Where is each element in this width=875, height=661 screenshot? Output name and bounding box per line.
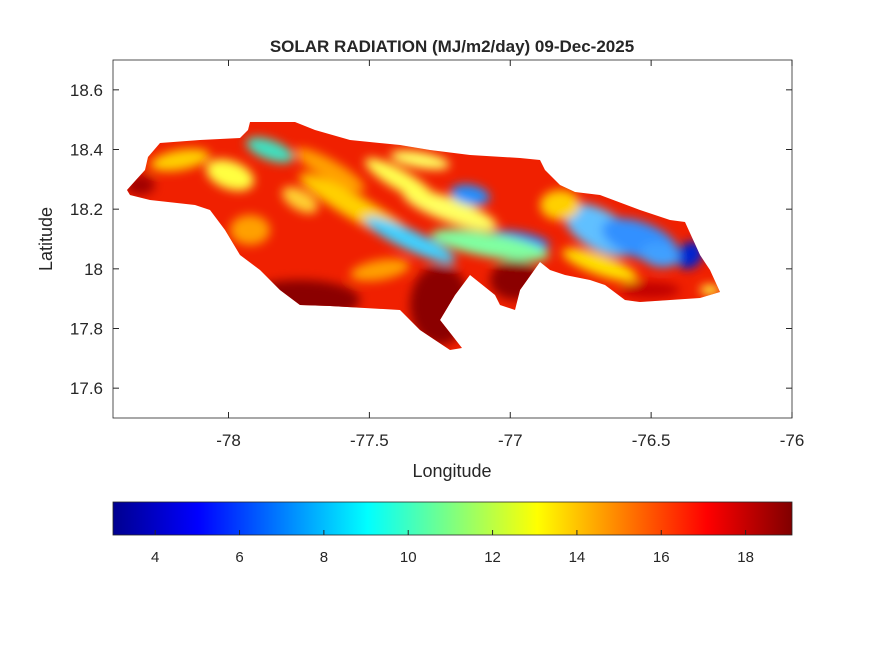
contour-region: [620, 282, 680, 298]
contour-region: [390, 150, 450, 170]
contour-region: [281, 186, 319, 214]
contour-region: [246, 137, 294, 163]
x-tick-label: -77: [498, 431, 523, 450]
contour-region: [206, 159, 254, 191]
contour-region: [295, 148, 365, 192]
y-tick-label: 17.6: [70, 379, 103, 398]
contour-region: [640, 242, 680, 268]
colorbar-tick-label: 4: [151, 549, 159, 566]
colorbar-tick-label: 18: [737, 549, 754, 566]
x-tick-label: -76: [780, 431, 805, 450]
contour-region: [562, 248, 638, 282]
colorbar-tick-label: 16: [653, 549, 670, 566]
y-tick-label: 18.6: [70, 81, 103, 100]
y-axis-label: Latitude: [36, 207, 56, 271]
y-tick-label: 17.8: [70, 320, 103, 339]
contour-region: [365, 158, 435, 202]
contour-region: [230, 215, 270, 245]
x-axis-label: Longitude: [412, 461, 491, 481]
colorbar-tick-label: 10: [400, 549, 417, 566]
y-tick-label: 18: [84, 260, 103, 279]
contour-region: [540, 190, 580, 220]
x-tick-label: -77.5: [350, 431, 389, 450]
colorbar-tick-label: 14: [569, 549, 586, 566]
contour-region: [450, 184, 490, 206]
chart-title: SOLAR RADIATION (MJ/m2/day) 09-Dec-2025: [270, 37, 634, 56]
contour-region: [676, 241, 704, 269]
contour-region: [350, 258, 410, 282]
x-tick-label: -76.5: [632, 431, 671, 450]
x-tick-label: -78: [216, 431, 241, 450]
colorbar-tick-label: 12: [484, 549, 501, 566]
contour-region: [364, 217, 456, 263]
colorbar-tick-label: 6: [235, 549, 243, 566]
contour-region: [700, 285, 720, 295]
y-tick-label: 18.2: [70, 200, 103, 219]
colorbar-tick-label: 8: [320, 549, 328, 566]
y-tick-label: 18.4: [70, 141, 103, 160]
contour-region: [430, 229, 550, 261]
contour-region: [150, 148, 210, 172]
colorbar: [112, 501, 793, 536]
